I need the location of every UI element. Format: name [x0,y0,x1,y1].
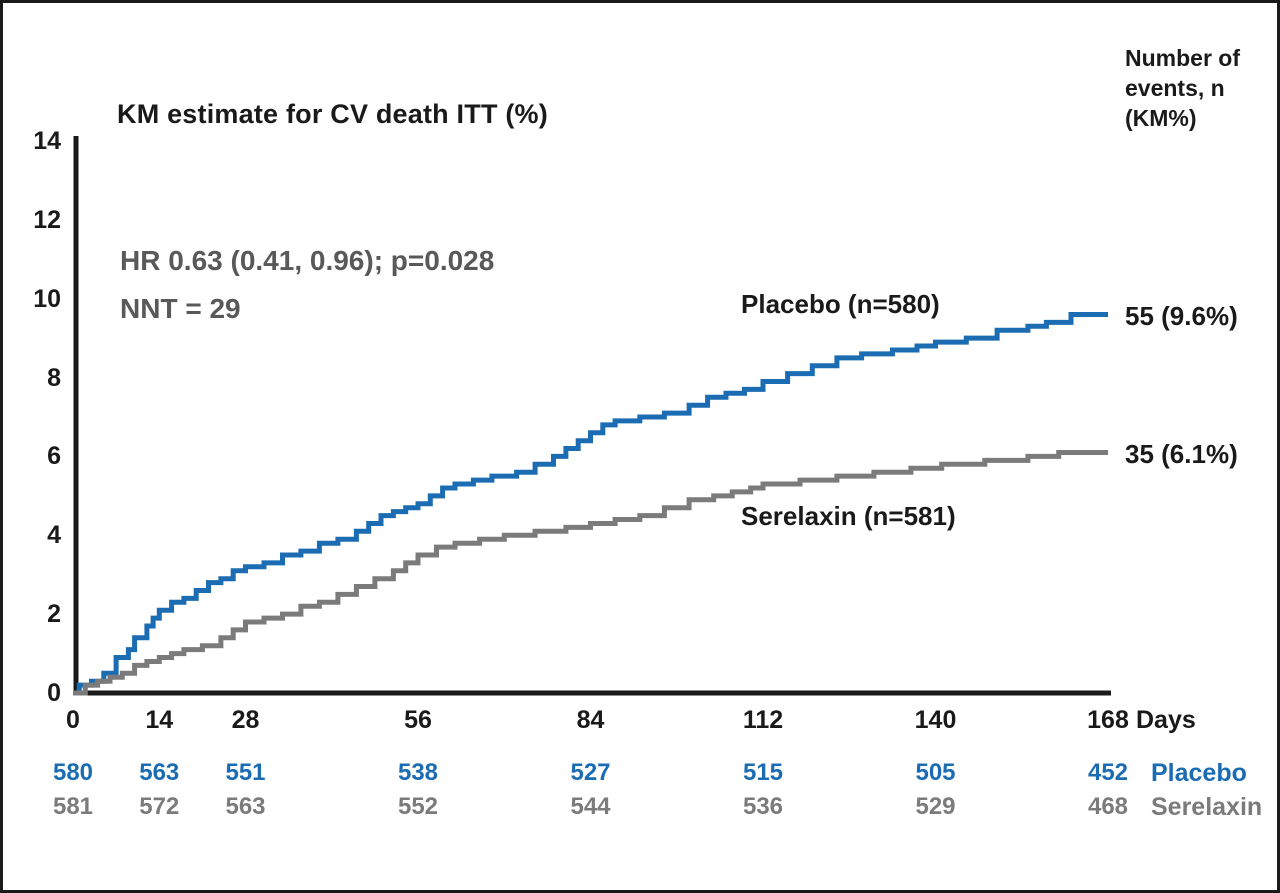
chart-title: KM estimate for CV death ITT (%) [117,99,548,129]
placebo-curve-label: Placebo (n=580) [741,289,940,319]
y-tick-label: 0 [47,679,61,707]
at-risk-value: 572 [139,793,180,820]
y-tick-label: 12 [33,205,61,234]
at-risk-value: 538 [397,759,439,786]
y-tick-label: 4 [47,521,61,550]
at-risk-value: 563 [225,793,266,820]
at-risk-row-label-serelaxin: Serelaxin [1151,793,1263,821]
x-tick-label: 14 [145,706,174,734]
y-tick-label: 10 [33,284,61,313]
nnt-annotation: NNT = 29 [120,293,241,324]
x-tick-label: 28 [231,706,260,734]
x-axis-unit-label: Days [1136,706,1196,734]
y-tick-label: 8 [47,363,61,392]
at-risk-value: 563 [139,759,180,786]
at-risk-value: 544 [570,793,611,820]
at-risk-value: 529 [915,793,956,820]
at-risk-value: 552 [397,793,439,820]
at-risk-row-label-placebo: Placebo [1151,759,1247,787]
y-tick-label: 6 [47,442,61,471]
at-risk-value: 581 [52,793,94,820]
x-tick-label: 84 [576,706,605,734]
events-header-line-2: events, n [1125,75,1225,101]
at-risk-value: 468 [1087,793,1129,820]
at-risk-value: 452 [1087,759,1129,786]
events-header-line-1: Number of [1125,45,1240,71]
at-risk-value: 505 [915,759,956,786]
y-tick-label: 14 [33,127,61,155]
placebo-events-value: 55 (9.6%) [1125,301,1238,331]
km-curve-placebo [73,312,1108,696]
at-risk-value: 580 [52,759,94,786]
at-risk-value: 536 [742,793,784,820]
x-tick-label: 56 [404,706,432,734]
events-header-line-3: (KM%) [1125,105,1197,131]
x-tick-label: 112 [742,706,784,734]
x-tick-label: 168 [1087,706,1129,734]
y-tick-label: 2 [47,600,61,629]
serelaxin-curve-label: Serelaxin (n=581) [741,501,956,531]
at-risk-value: 527 [570,759,611,786]
axes [73,136,1111,696]
at-risk-value: 551 [225,759,266,786]
hazard-ratio-annotation: HR 0.63 (0.41, 0.96); p=0.028 [120,245,495,276]
x-tick-label: 140 [914,706,957,734]
at-risk-value: 515 [742,759,784,786]
events-column-header: Number of events, n (KM%) [1125,43,1240,133]
km-plot-svg [73,136,1111,696]
serelaxin-events-value: 35 (6.1%) [1125,439,1238,469]
x-tick-label: 0 [66,706,80,734]
km-curve-serelaxin [73,450,1108,696]
